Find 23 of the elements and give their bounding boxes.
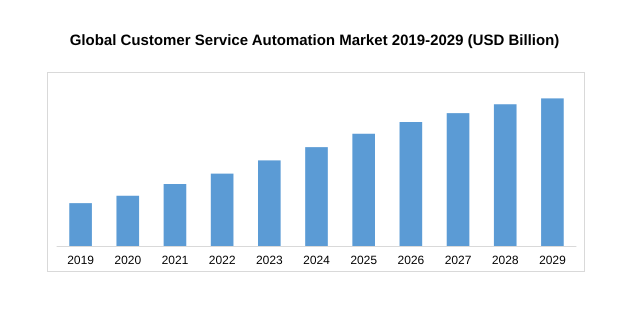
x-tick-label: 2021 [162, 253, 189, 267]
bar [352, 134, 376, 246]
chart-title: Global Customer Service Automation Market 2019-2029 (USD Billion) [70, 32, 560, 49]
x-tick-label: 2027 [444, 253, 472, 267]
bar [541, 98, 564, 246]
x-tick-label: 2029 [539, 253, 566, 267]
x-tick-label: 2020 [114, 253, 142, 267]
bar [305, 147, 328, 246]
x-tick-label: 2019 [67, 253, 94, 267]
bar [116, 196, 140, 246]
bar [210, 174, 234, 246]
x-tick-label: 2023 [256, 253, 283, 267]
x-tick-label: 2028 [492, 253, 519, 267]
bar [400, 122, 422, 246]
bar [446, 113, 470, 246]
x-tick-label: 2024 [303, 253, 330, 267]
x-tick-label: 2022 [208, 253, 236, 267]
bar [494, 104, 517, 246]
x-tick-label: 2025 [350, 253, 378, 267]
bar [164, 184, 186, 246]
x-tick-label: 2026 [398, 253, 425, 267]
bar [258, 160, 281, 246]
bar [69, 203, 92, 246]
